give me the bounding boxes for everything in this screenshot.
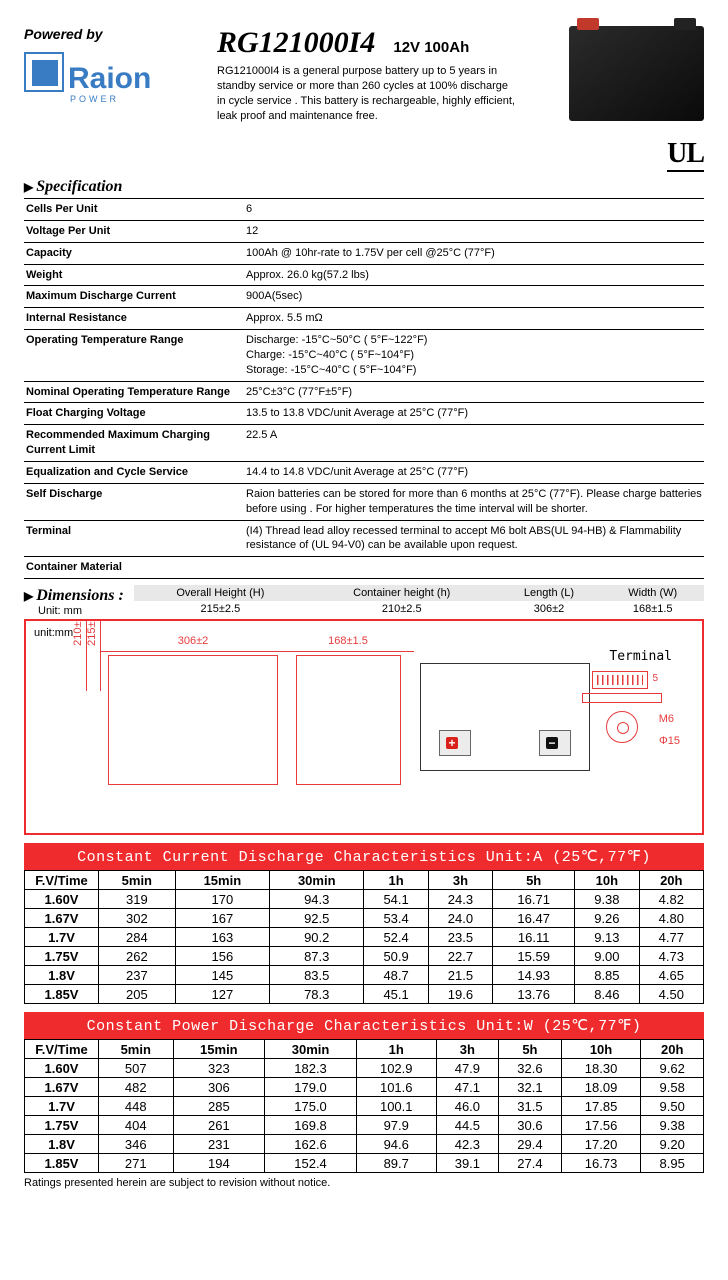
dim-container-h: 210±2.5 [72,619,84,646]
brand-name: Raion [68,62,151,96]
terminal-negative-icon [539,730,571,756]
dimensions-table: Overall Height (H)Container height (h)Le… [134,585,704,617]
spec-value: 13.5 to 13.8 VDC/unit Average at 25°C (7… [244,403,704,425]
spec-value: 14.4 to 14.8 VDC/unit Average at 25°C (7… [244,461,704,483]
dimensions-unit: Unit: mm [38,605,124,617]
spec-label: Equalization and Cycle Service [24,461,244,483]
spec-value: Discharge: -15°C~50°C ( 5°F~122°F)Charge… [244,330,704,382]
spec-label: Self Discharge [24,483,244,520]
battery-front-view [108,655,278,785]
dim-col-name: Container height (h) [307,585,497,601]
brand-logo: Raion POWER [24,48,194,98]
model-number: RG121000I4 [217,26,375,60]
spec-value: Approx. 26.0 kg(57.2 lbs) [244,264,704,286]
spec-label: Container Material [24,557,244,579]
battery-side-view [296,655,401,785]
terminal-positive-icon [439,730,471,756]
spec-label: Maximum Discharge Current [24,286,244,308]
spec-heading: Specification [24,178,704,196]
spec-value: 22.5 A [244,425,704,462]
spec-value: Raion batteries can be stored for more t… [244,483,704,520]
spec-value: Approx. 5.5 mΩ [244,308,704,330]
spec-value: (I4) Thread lead alloy recessed terminal… [244,520,704,557]
powered-by-label: Powered by [24,26,209,42]
dimension-diagram: unit:mm 306±2 168±1.5 210±2.5 215±2.5 Te… [24,619,704,835]
dim-col-val: 306±2 [497,601,602,617]
ul-mark-icon: UL [667,138,704,172]
spec-label: Float Charging Voltage [24,403,244,425]
spec-value [244,557,704,579]
battery-top-view [420,663,590,771]
spec-label: Operating Temperature Range [24,330,244,382]
model-rating: 12V 100Ah [393,39,469,56]
spec-label: Cells Per Unit [24,199,244,221]
dim-col-val: 210±2.5 [307,601,497,617]
spec-value: 12 [244,220,704,242]
spec-value: 100Ah @ 10hr-rate to 1.75V per cell @25°… [244,242,704,264]
discharge-current-table: F.V/Time5min15min30min1h3h5h10h20h 1.60V… [24,870,704,1004]
dim-overall-h: 215±2.5 [86,619,98,646]
dim-col-name: Width (W) [601,585,704,601]
dim-width: 168±1.5 [328,635,368,647]
spec-value: 6 [244,199,704,221]
dim-col-name: Overall Height (H) [134,585,307,601]
spec-label: Nominal Operating Temperature Range [24,381,244,403]
discharge-current-title: Constant Current Discharge Characteristi… [24,843,704,870]
terminal-label: Terminal [609,649,672,664]
spec-label: Capacity [24,242,244,264]
dimensions-heading: Dimensions : [24,587,124,605]
model-description: RG121000I4 is a general purpose battery … [217,64,517,123]
dim-col-val: 168±1.5 [601,601,704,617]
diagram-unit-label: unit:mm [34,627,73,639]
terminal-diagram: 5 M6 Φ15 [582,671,672,751]
battery-photo [569,26,704,121]
spec-label: Terminal [24,520,244,557]
spec-label: Voltage Per Unit [24,220,244,242]
spec-label: Recommended Maximum Charging Current Lim… [24,425,244,462]
spec-table: Cells Per Unit6Voltage Per Unit12Capacit… [24,198,704,579]
footer-note: Ratings presented herein are subject to … [24,1177,704,1189]
discharge-power-table: F.V/Time5min15min30min1h3h5h10h20h 1.60V… [24,1039,704,1173]
spec-value: 25°C±3°C (77°F±5°F) [244,381,704,403]
dim-length: 306±2 [178,635,209,647]
spec-value: 900A(5sec) [244,286,704,308]
dim-col-val: 215±2.5 [134,601,307,617]
spec-label: Internal Resistance [24,308,244,330]
discharge-power-title: Constant Power Discharge Characteristics… [24,1012,704,1039]
spec-label: Weight [24,264,244,286]
dim-col-name: Length (L) [497,585,602,601]
